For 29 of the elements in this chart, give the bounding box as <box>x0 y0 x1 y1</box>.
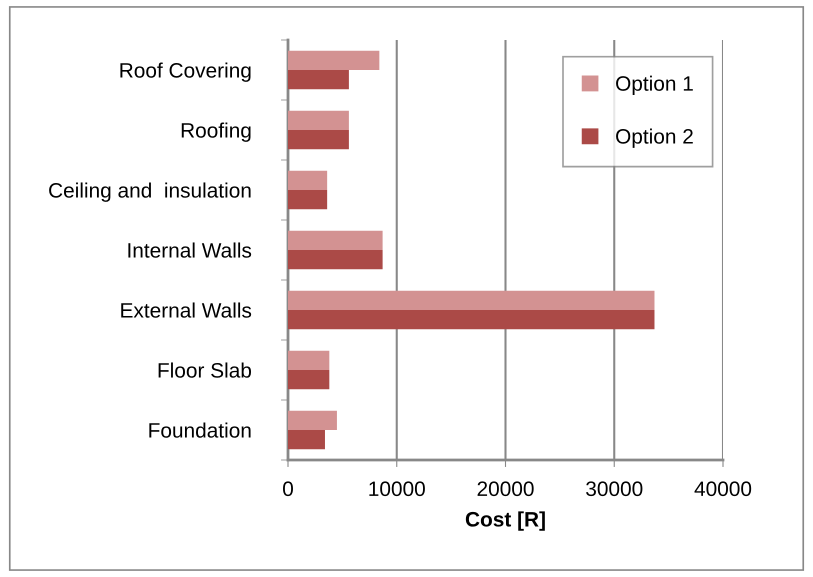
y-tick-label: External Walls <box>121 302 252 318</box>
x-axis-title: Cost [R] <box>466 511 545 531</box>
bar <box>288 70 349 90</box>
y-tick-label: Roofing <box>182 122 251 142</box>
x-tick-label: 0 <box>283 481 293 496</box>
bar <box>288 350 330 370</box>
bar <box>288 230 383 250</box>
bar <box>288 50 380 70</box>
bar <box>288 170 328 190</box>
bar <box>288 190 328 210</box>
bar <box>288 290 654 310</box>
legend-label: Option 1 <box>616 76 693 95</box>
bar <box>288 110 349 130</box>
bar <box>288 370 330 390</box>
bar <box>288 250 383 270</box>
bar <box>288 410 337 430</box>
legend-label: Option 2 <box>616 128 693 148</box>
y-tick-label: Internal Walls <box>128 242 252 258</box>
y-tick-label: Ceiling and insulation <box>49 182 251 202</box>
x-tick-label: 20000 <box>478 481 534 496</box>
y-tick-label: Floor Slab <box>158 362 252 378</box>
bar <box>288 430 325 450</box>
x-tick-label: 30000 <box>586 481 642 496</box>
y-tick-label: Roof Covering <box>120 62 251 82</box>
y-tick-label: Foundation <box>149 422 251 438</box>
bar <box>288 310 654 330</box>
bar <box>288 130 349 150</box>
x-tick-label: 10000 <box>369 481 425 496</box>
x-tick-label: 40000 <box>694 481 752 496</box>
